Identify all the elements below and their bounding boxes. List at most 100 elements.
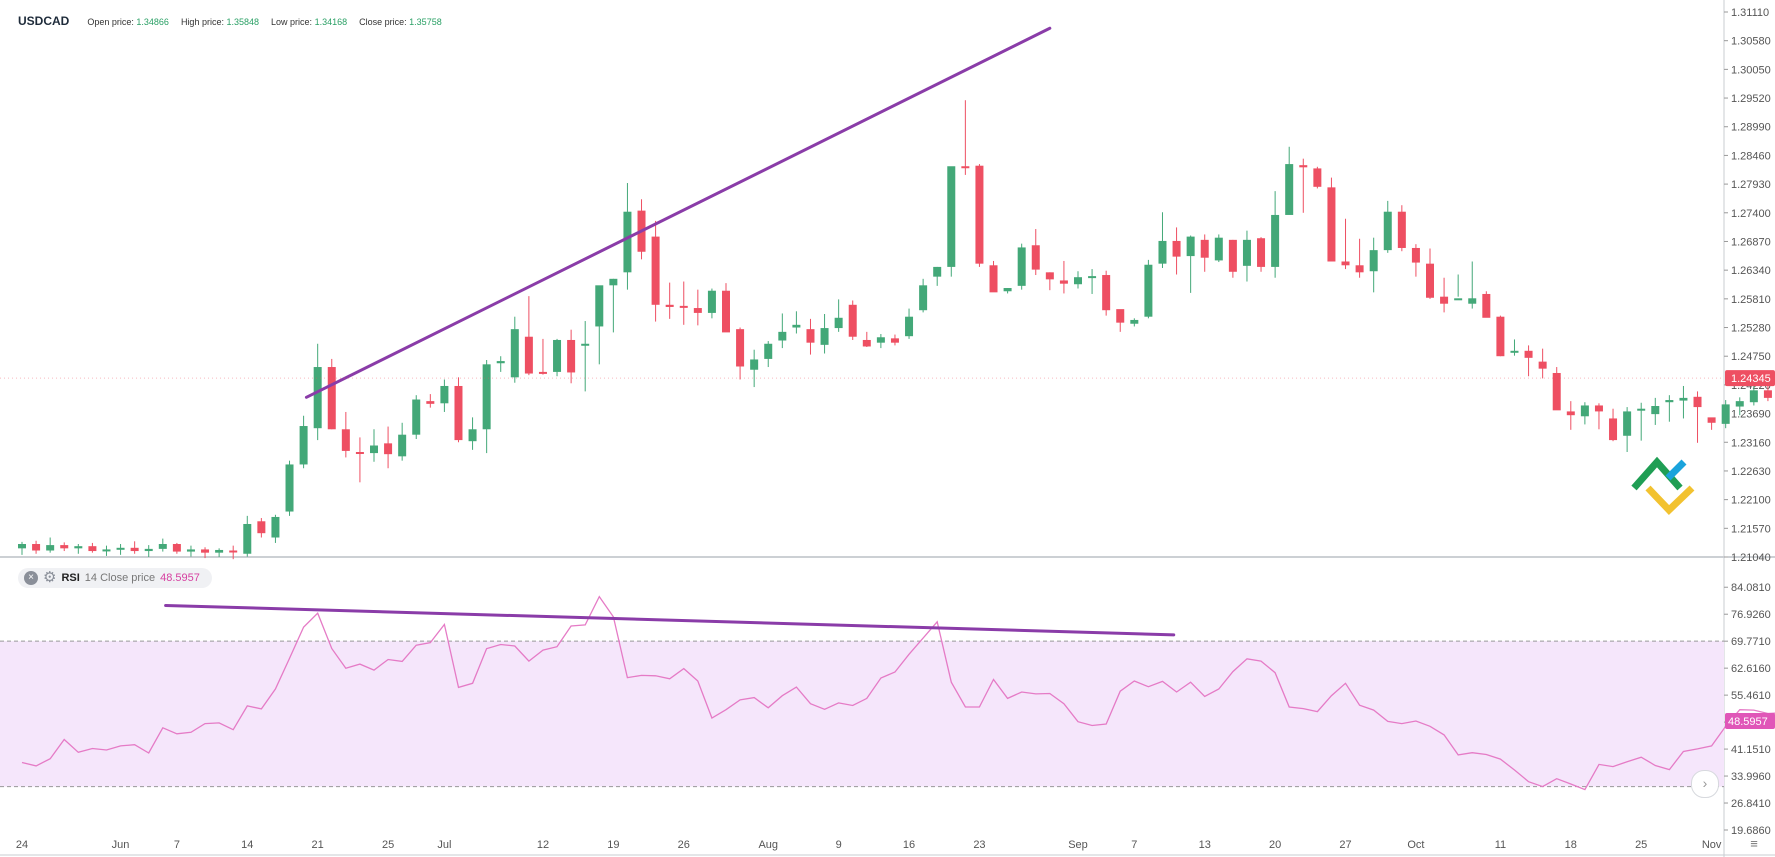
time-tick-label: 27 (1339, 839, 1351, 851)
candle-body (454, 385, 463, 441)
price-tick-label: 1.24750 (1731, 351, 1771, 363)
candle-body (412, 399, 421, 435)
low-price: Low price: 1.34168 (271, 17, 347, 27)
candle-body (18, 544, 26, 549)
close-price: Close price: 1.35758 (359, 17, 442, 27)
candle-body (285, 464, 294, 512)
candle-body (1369, 250, 1378, 272)
candle-body (370, 445, 378, 454)
candle-body (1637, 408, 1646, 411)
candle-body (707, 290, 716, 313)
rsi-tick-label: 33.9960 (1731, 771, 1771, 783)
price-tick-label: 1.30050 (1731, 64, 1771, 76)
candle-body (1482, 293, 1491, 318)
candle-body (46, 545, 55, 551)
price-tick-label: 1.21040 (1731, 552, 1771, 564)
candle-body (905, 316, 914, 337)
candle-body (806, 329, 815, 343)
low-label: Low price: (271, 17, 313, 27)
price-tick-label: 1.23160 (1731, 437, 1771, 449)
rsi-last-value-marker (1725, 713, 1775, 730)
candle-body (961, 166, 970, 169)
price-tick-label: 1.28990 (1731, 122, 1771, 134)
time-tick-label: 25 (1635, 839, 1647, 851)
rsi-params: 14 Close price (84, 572, 156, 584)
candle-body (1045, 272, 1054, 280)
candle-body (1059, 280, 1068, 284)
rsi-value: 48.5957 (160, 572, 200, 584)
price-tick-label: 1.23690 (1731, 409, 1771, 421)
candle-body (581, 343, 590, 346)
candle-body (1271, 214, 1280, 267)
candle-body (1017, 247, 1026, 286)
candle-body (750, 359, 759, 370)
high-price: High price: 1.35848 (181, 17, 259, 27)
rsi-tick-label: 55.4610 (1731, 690, 1771, 702)
candle-body (1426, 263, 1434, 298)
price-tick-label: 1.22100 (1731, 495, 1771, 507)
candle-body (1299, 165, 1308, 168)
candle-body (1721, 404, 1730, 424)
candle-body (736, 329, 745, 367)
high-label: High price: (180, 17, 224, 27)
candle-body (722, 290, 730, 333)
time-tick-label: 20 (1269, 839, 1281, 851)
candle-body (1609, 418, 1618, 441)
candle-body (1651, 406, 1660, 415)
candle-body (1411, 247, 1420, 263)
candle-body (1397, 211, 1406, 248)
time-tick-label: 25 (382, 839, 394, 851)
candle-body (876, 337, 885, 343)
candle-body (60, 545, 69, 549)
time-tick-label: Nov (1702, 839, 1722, 851)
candle-body (1003, 288, 1012, 292)
candle-body (792, 324, 801, 328)
candle-body (257, 521, 266, 534)
scroll-to-latest-button[interactable]: › (1691, 770, 1719, 798)
price-tick-label: 1.27930 (1731, 179, 1771, 191)
price-tick-label: 1.28460 (1731, 150, 1771, 162)
sliders-icon[interactable]: ≡ (1750, 836, 1758, 851)
candle-body (1763, 390, 1772, 398)
candle-body (186, 549, 195, 552)
close-x-icon[interactable]: × (24, 571, 38, 585)
close-value: 1.35758 (409, 17, 442, 27)
candle-body (201, 549, 210, 553)
logo-yellow-stroke (1645, 485, 1695, 515)
candle-body (440, 385, 449, 404)
candle-body (1228, 239, 1237, 272)
candle-body (890, 338, 899, 343)
candle-body (1538, 361, 1547, 369)
rsi-last-value-label: 48.5957 (1728, 716, 1768, 728)
candle-body (567, 339, 576, 373)
symbol-label: USDCAD (18, 14, 70, 28)
candle-body (327, 367, 336, 430)
candle-body (1594, 405, 1603, 412)
candle-body (510, 329, 519, 378)
time-tick-label: 7 (174, 839, 180, 851)
candle-body (609, 278, 618, 286)
candle-body (1257, 238, 1266, 267)
close-label: Close price: (359, 17, 407, 27)
rsi-tick-label: 26.8410 (1731, 798, 1771, 810)
candle-body (1172, 240, 1181, 257)
time-tick-label: Jun (112, 839, 130, 851)
candle-body (1285, 164, 1294, 215)
gear-icon[interactable]: ⚙ (43, 569, 57, 586)
time-tick-label: 23 (973, 839, 985, 851)
candle-body (1707, 417, 1716, 423)
time-tick-label: Jul (437, 839, 451, 851)
candle-body (1665, 400, 1674, 403)
candle-body (1214, 237, 1223, 261)
candle-body (919, 285, 928, 311)
time-tick-label: 16 (903, 839, 915, 851)
time-tick-label: 24 (16, 839, 28, 851)
rsi-tick-label: 19.6860 (1731, 825, 1771, 837)
rsi-tick-label: 84.0810 (1731, 582, 1771, 594)
candle-body (862, 339, 871, 347)
time-tick-label: 18 (1565, 839, 1577, 851)
candle-body (679, 305, 688, 308)
rsi-indicator-chip: × ⚙ RSI 14 Close price 48.5957 (18, 568, 212, 588)
candle-body (975, 165, 984, 264)
